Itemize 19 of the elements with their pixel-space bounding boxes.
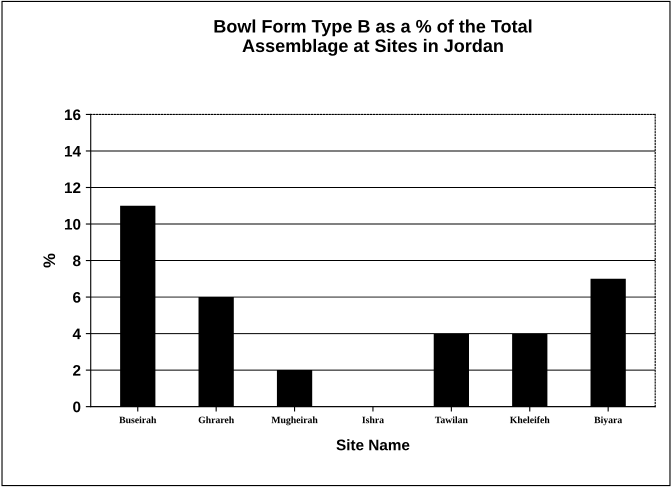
chart-title: Bowl Form Type B as a % of the Total Assemblage at Sites in Jordan xyxy=(214,19,532,56)
y-tick-label: 12 xyxy=(64,182,80,194)
y-tick-label: 0 xyxy=(73,402,80,412)
x-tick-label: Tawilan xyxy=(434,416,468,424)
y-tick-label: 16 xyxy=(64,109,80,120)
y-tick-label: 4 xyxy=(72,328,81,340)
x-tick-label: Buseirah xyxy=(119,416,156,424)
y-tick-label: 6 xyxy=(73,292,80,303)
x-tick-label: Ghrareh xyxy=(198,416,234,424)
x-tick-label: Ishra xyxy=(362,416,384,424)
y-tick-label: 2 xyxy=(73,364,80,376)
x-tick-label: Kheleifeh xyxy=(510,416,550,424)
x-axis-title: Site Name xyxy=(336,439,410,450)
y-tick-label: 8 xyxy=(72,255,81,266)
x-tick-label: Biyara xyxy=(594,416,622,426)
x-tick-label: Mugheirah xyxy=(272,416,318,426)
y-axis-title: % xyxy=(43,254,56,268)
y-tick-label: 10 xyxy=(64,218,80,230)
y-tick-label: 14 xyxy=(64,146,81,157)
